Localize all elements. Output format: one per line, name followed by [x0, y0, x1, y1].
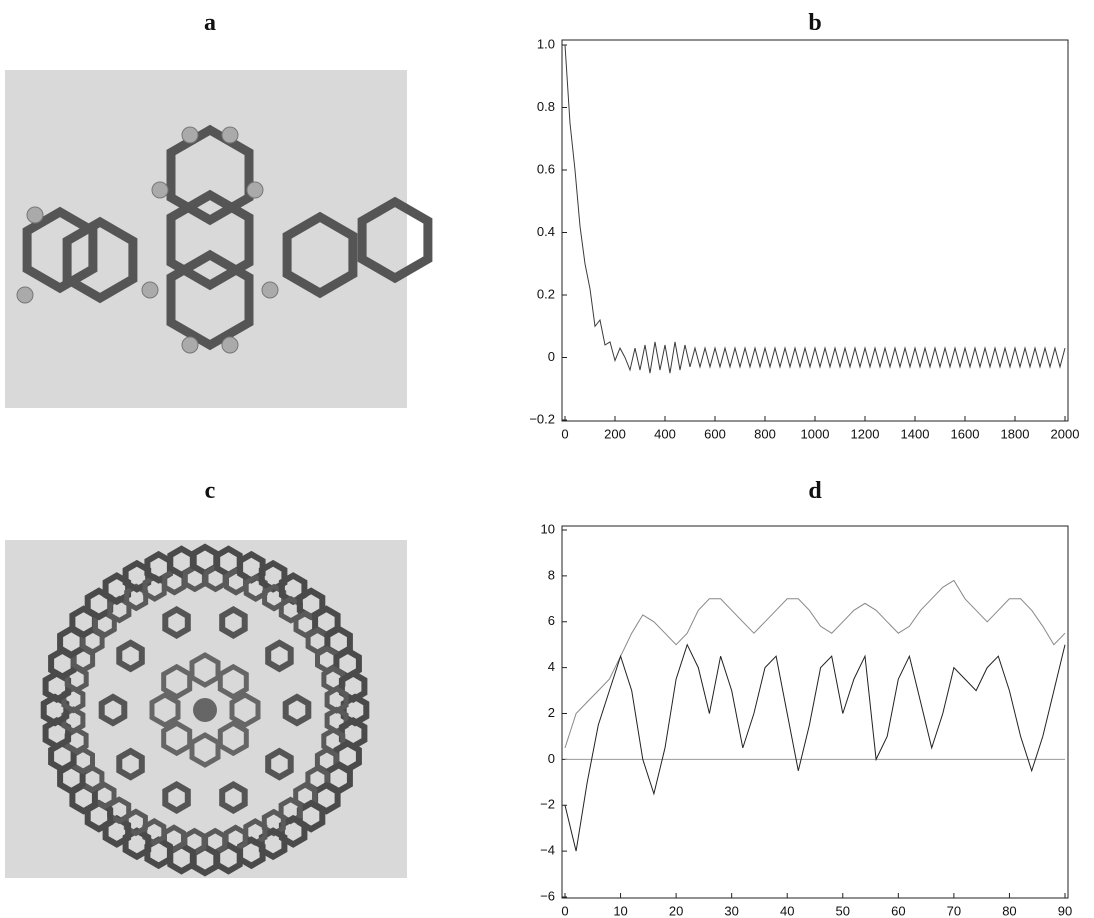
x-tick-label: 0 — [561, 426, 568, 441]
y-tick-label: 0.2 — [537, 286, 555, 301]
y-tick-label: 2 — [548, 705, 555, 720]
atom — [26, 206, 44, 224]
ring — [265, 747, 294, 781]
y-tick-label: −4 — [540, 843, 555, 858]
x-tick-label: 0 — [561, 903, 568, 918]
ring — [324, 685, 349, 714]
x-tick-label: 80 — [1002, 903, 1016, 918]
ring — [265, 639, 294, 673]
molecule-a — [16, 124, 433, 354]
chart-title: b — [808, 10, 821, 36]
panel-label: c — [205, 478, 216, 504]
ring — [166, 249, 254, 351]
atom — [151, 181, 169, 199]
atom — [246, 181, 264, 199]
y-tick-label: 0.8 — [537, 99, 555, 114]
ring — [162, 606, 191, 639]
ring — [22, 206, 98, 294]
x-tick-label: 800 — [754, 426, 776, 441]
core — [193, 698, 217, 722]
ring — [166, 189, 254, 291]
x-tick-label: 1600 — [951, 426, 980, 441]
ring — [219, 781, 248, 814]
panel-label: a — [204, 10, 216, 36]
ring — [162, 781, 191, 814]
ring — [161, 720, 193, 757]
atom — [16, 286, 34, 304]
atom — [141, 281, 159, 299]
y-tick-label: 8 — [548, 567, 555, 582]
ring — [217, 663, 249, 700]
ring — [282, 693, 312, 727]
x-tick-label: 1800 — [1001, 426, 1030, 441]
x-tick-label: 600 — [704, 426, 726, 441]
x-tick-label: 400 — [654, 426, 676, 441]
y-tick-label: 0 — [548, 751, 555, 766]
y-tick-label: 0.4 — [537, 224, 555, 239]
x-tick-label: 200 — [604, 426, 626, 441]
y-tick-label: −6 — [540, 888, 555, 903]
atom — [181, 336, 199, 354]
ring — [217, 720, 249, 757]
x-tick-label: 1200 — [851, 426, 880, 441]
x-tick-label: 40 — [780, 903, 794, 918]
atom — [221, 336, 239, 354]
x-tick-label: 90 — [1058, 903, 1072, 918]
atom — [261, 281, 279, 299]
ring — [282, 211, 358, 299]
x-tick-label: 10 — [613, 903, 627, 918]
y-tick-label: −0.2 — [529, 411, 555, 426]
ring — [219, 606, 248, 639]
y-tick-label: 0 — [548, 349, 555, 364]
x-tick-label: 30 — [724, 903, 738, 918]
ring — [62, 216, 138, 304]
x-tick-label: 60 — [891, 903, 905, 918]
data-line — [564, 579, 1066, 749]
ring — [338, 670, 368, 703]
ring — [189, 652, 221, 688]
y-tick-label: 1.0 — [537, 36, 555, 51]
y-tick-label: 10 — [541, 521, 555, 536]
ring — [116, 639, 145, 673]
ring — [357, 196, 433, 284]
y-tick-label: 4 — [548, 659, 555, 674]
y-tick-label: 6 — [548, 613, 555, 628]
data-line — [564, 44, 1066, 374]
chart-title: d — [808, 478, 822, 504]
x-tick-label: 1000 — [801, 426, 830, 441]
x-tick-label: 50 — [836, 903, 850, 918]
ring — [116, 747, 145, 781]
x-tick-label: 1400 — [901, 426, 930, 441]
ring — [229, 692, 261, 728]
x-tick-label: 70 — [947, 903, 961, 918]
y-tick-label: −2 — [540, 797, 555, 812]
y-tick-label: 0.6 — [537, 161, 555, 176]
atom — [221, 126, 239, 144]
ring — [166, 124, 254, 226]
x-tick-label: 2000 — [1051, 426, 1080, 441]
ring — [98, 693, 128, 727]
x-tick-label: 20 — [669, 903, 683, 918]
data-line — [564, 643, 1066, 852]
plot-frame — [561, 39, 1069, 422]
ring — [149, 692, 181, 728]
atom — [181, 126, 199, 144]
plot-frame — [561, 525, 1069, 899]
molecule-c — [40, 543, 370, 877]
